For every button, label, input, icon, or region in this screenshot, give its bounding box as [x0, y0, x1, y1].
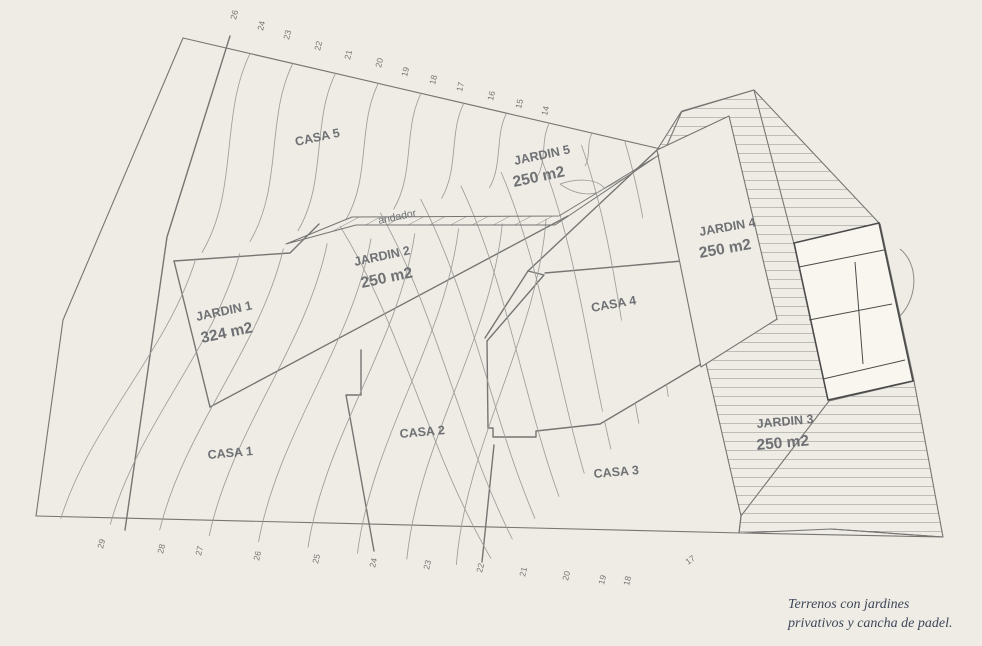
- svg-text:Terrenos con jardines: Terrenos con jardines: [788, 597, 910, 612]
- svg-text:privativos y cancha de padel.: privativos y cancha de padel.: [787, 616, 952, 631]
